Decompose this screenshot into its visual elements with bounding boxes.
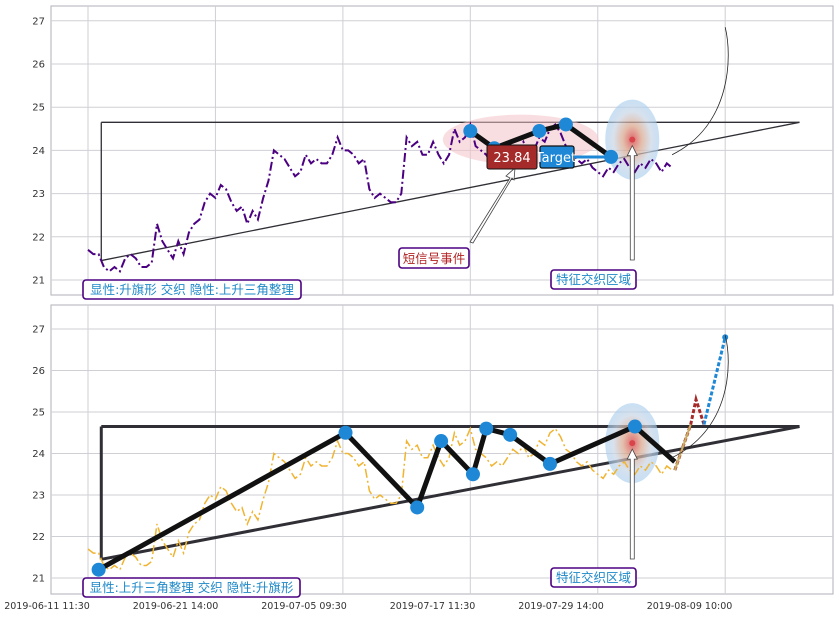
target-label: Target [535,151,576,166]
y-tick-label: 24 [32,146,45,157]
pivot-marker [434,434,449,449]
pivot-marker [479,421,494,436]
y-tick-label: 21 [32,574,45,585]
y-tick-label: 23 [32,189,45,200]
signal-pointer-arrow [469,167,516,244]
y-tick-label: 21 [32,276,45,287]
y-tick-label: 27 [32,325,45,336]
projection-start-line [673,424,692,471]
y-tick-label: 27 [32,16,45,27]
x-tick-label: 2019-06-11 11:30 [4,601,90,612]
pivot-marker [463,123,478,138]
pivot-marker [503,427,518,442]
pivot-marker [338,425,353,440]
zone-label: 特征交织区域 [556,570,631,585]
zone-pointer-arrow [626,144,638,261]
x-tick-label: 2019-08-09 10:00 [647,601,733,612]
pattern-support-line [101,121,800,262]
pattern-label: 显性:升旗形 交织 隐性:上升三角整理 [90,282,294,297]
y-tick-label: 25 [32,408,45,419]
x-tick-label: 2019-07-05 09:30 [261,601,347,612]
forecast-arrow [671,335,729,459]
x-tick-label: 2019-07-29 14:00 [518,601,604,612]
zone-label: 特征交织区域 [556,272,631,287]
pivot-marker [542,456,557,471]
pattern-support-line [100,425,800,561]
zigzag-line [97,424,677,572]
price-series-line [87,121,673,274]
y-tick-label: 24 [32,449,45,460]
top-panel: 21 22 23 24 25 26 27 显性:升旗形 交织 隐性:上升三角整理 特征交织区域 短… [32,5,834,300]
y-tick-label: 25 [32,103,45,114]
x-tick-label: 2019-06-21 14:00 [133,601,219,612]
bottom-panel: 21 22 23 24 25 26 27 显性:上升三角整理 交织 隐性:升旗形 特征交织区域 [32,304,834,598]
target-value: 23.84 [493,151,530,166]
pivot-marker [465,467,480,482]
y-tick-label: 26 [32,366,45,377]
projection-end-marker [722,334,729,341]
y-tick-label: 23 [32,491,45,502]
signal-label-group: 短信号事件 [398,247,470,269]
pattern-label-box [82,279,302,300]
pattern-label-box [82,577,301,598]
y-tick-label: 26 [32,60,45,71]
target-value-box [486,144,538,170]
pivot-marker [91,562,106,577]
pattern-label: 显性:上升三角整理 交织 隐性:升旗形 [90,580,294,595]
y-tick-label: 22 [32,232,45,243]
pivot-marker [410,500,425,515]
pivot-marker [558,117,573,132]
forecast-arrow [671,27,729,156]
x-tick-label: 2019-07-17 11:30 [390,601,476,612]
pivot-marker [532,123,547,138]
signal-label: 短信号事件 [403,251,466,266]
y-tick-label: 22 [32,532,45,543]
zone-pointer-arrow [626,448,638,560]
feature-zone-center [629,440,636,447]
zone-label-box [550,567,637,588]
zone-label-box [550,269,637,290]
projection-blue-line [702,336,727,425]
plot-frame [50,304,834,595]
pivot-marker [627,419,642,434]
feature-zone-center [629,136,636,143]
signal-label-box [398,247,470,269]
price-series-line [87,426,673,571]
